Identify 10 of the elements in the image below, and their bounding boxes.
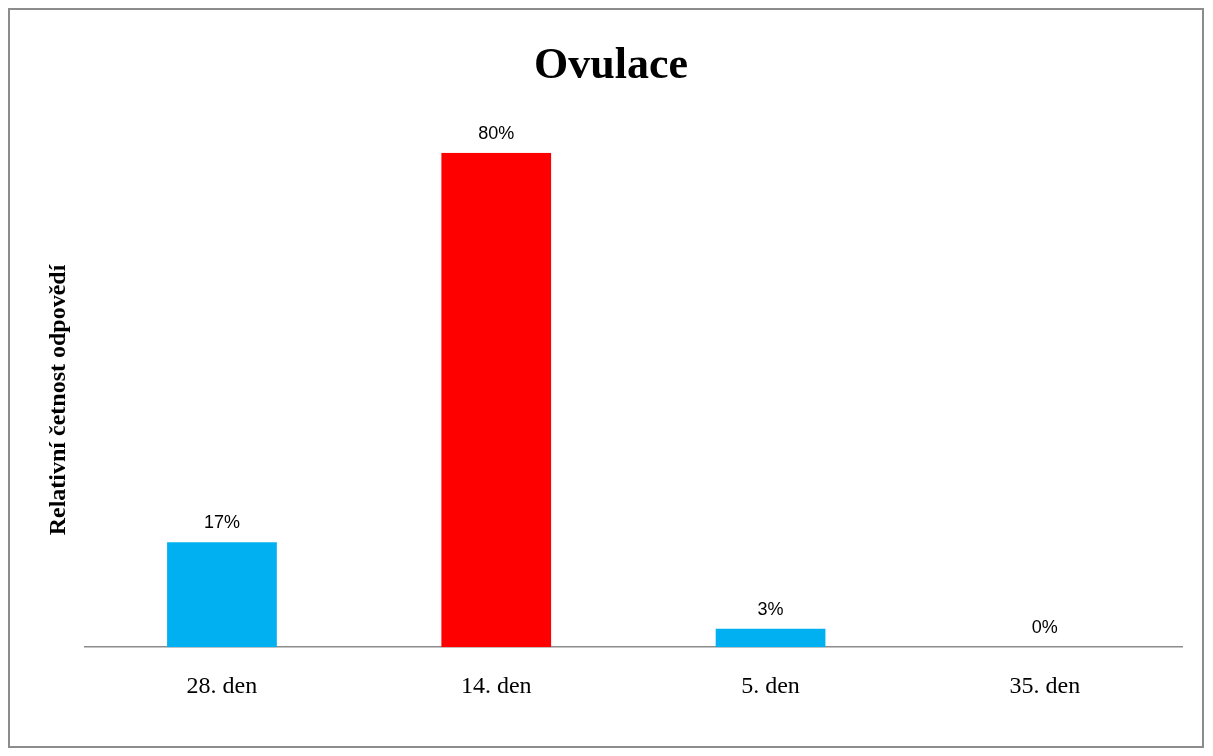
data-label: 3% <box>757 598 784 619</box>
x-tick-label: 35. den <box>1009 671 1081 698</box>
data-label: 0% <box>1031 617 1058 638</box>
data-label: 80% <box>478 122 515 143</box>
y-axis-title: Relativní četnost odpovědí <box>43 264 70 536</box>
x-tick-label: 14. den <box>460 671 532 698</box>
chart-title: Ovulace <box>534 38 688 88</box>
x-tick-label: 5. den <box>741 671 800 698</box>
x-tick-label: 28. den <box>186 671 258 698</box>
data-label: 17% <box>203 512 240 533</box>
